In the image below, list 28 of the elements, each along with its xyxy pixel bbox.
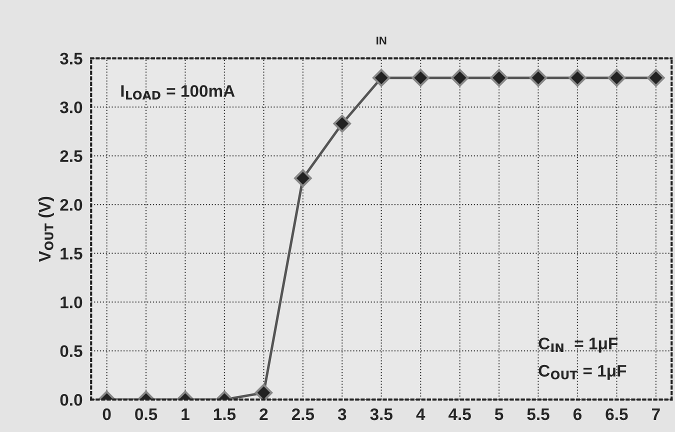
- x-tick-label: 1.5: [214, 408, 236, 420]
- x-tick-label: 2.5: [292, 408, 314, 420]
- x-tick-label: 4.5: [448, 408, 471, 420]
- y-tick-label: 3.5: [60, 52, 82, 65]
- y-tick-label: 1.5: [60, 248, 82, 260]
- y-tick-label: 0.0: [60, 394, 82, 406]
- y-tick-label: 1.0: [60, 296, 82, 308]
- chart-title: IN: [376, 36, 386, 44]
- x-tick-label: 5.5: [527, 408, 550, 420]
- x-tick-label: 5: [494, 408, 504, 420]
- x-tick-label: 0.5: [135, 408, 158, 420]
- x-tick-label: 4: [416, 408, 426, 420]
- y-tick-label: 2.0: [60, 198, 82, 211]
- x-tick-label: 0: [102, 408, 111, 420]
- y-tick-label: 2.5: [60, 150, 82, 162]
- annotation: C$_{OUT}$ = 1μF: [538, 364, 626, 380]
- x-tick-label: 3.5: [370, 408, 392, 420]
- x-tick-label: 6: [573, 408, 582, 420]
- x-tick-label: 2: [260, 408, 268, 420]
- x-tick-label: 6.5: [606, 408, 628, 420]
- x-tick-label: 1: [182, 408, 190, 420]
- x-tick-label: 7: [652, 408, 660, 420]
- x-tick-label: 3: [338, 408, 346, 420]
- annotation: C$_{IN}$ = 1μF: [538, 338, 618, 353]
- y-tick-label: 0.5: [60, 345, 82, 358]
- annotation: I$_{LOAD}$ = 100mA: [121, 85, 235, 100]
- y-axis-title: V$_{OUT}$ (V): [38, 196, 54, 262]
- y-tick-label: 3.0: [60, 101, 82, 114]
